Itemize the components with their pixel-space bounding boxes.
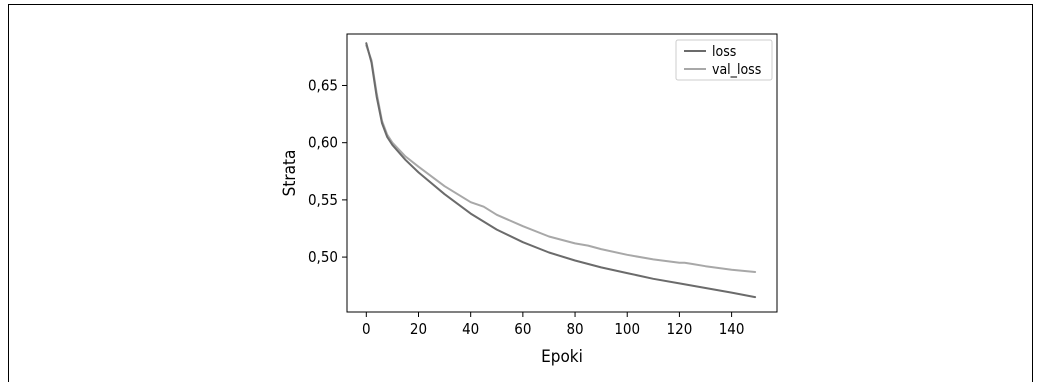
- legend: loss val_loss: [675, 39, 773, 81]
- y-axis-label: Strata: [280, 150, 300, 197]
- y-axis-ticks: 0,50 0,55 0,60 0,65: [308, 76, 347, 266]
- legend-label-val-loss: val_loss: [712, 62, 761, 78]
- x-tick-label: 60: [514, 320, 531, 338]
- series-lines: [365, 42, 757, 299]
- y-tick-label: 0,65: [308, 76, 338, 94]
- y-tick-label: 0,55: [308, 191, 338, 209]
- page-frame: [8, 4, 1033, 382]
- x-tick-label: 0: [362, 320, 371, 338]
- x-tick-label: 120: [667, 320, 693, 338]
- x-tick-label: 140: [719, 320, 745, 338]
- x-axis-ticks: 0 20 40 60 80 100 120 140: [362, 312, 744, 338]
- x-tick-label: 80: [566, 320, 583, 338]
- legend-label-loss: loss: [712, 44, 736, 60]
- series-line-loss: [365, 42, 757, 299]
- x-tick-label: 40: [462, 320, 479, 338]
- x-tick-label: 20: [410, 320, 427, 338]
- x-tick-label: 100: [614, 320, 640, 338]
- x-axis-label: Epoki: [541, 347, 583, 367]
- y-tick-label: 0,60: [308, 134, 338, 152]
- y-tick-label: 0,50: [308, 248, 338, 266]
